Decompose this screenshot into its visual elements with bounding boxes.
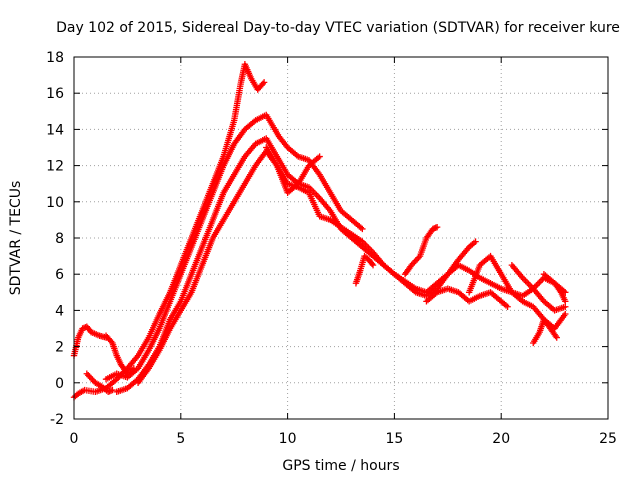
data-layer [70, 61, 569, 401]
y-tick-label: 0 [55, 376, 64, 392]
y-tick-label: 4 [55, 303, 64, 319]
y-tick-label: 6 [55, 267, 64, 283]
data-point [523, 279, 531, 286]
data-point [472, 238, 479, 245]
data-point [130, 365, 138, 372]
y-tick-label: 18 [46, 50, 64, 66]
series-arc-c [113, 135, 479, 396]
chart-title: Day 102 of 2015, Sidereal Day-to-day VTE… [56, 20, 620, 36]
data-point [562, 310, 569, 318]
series-arc-k [423, 285, 511, 310]
series-arc-b [102, 111, 366, 383]
data-point [311, 190, 319, 197]
x-tick-label: 20 [492, 431, 510, 447]
data-point [368, 260, 376, 267]
x-tick-label: 25 [599, 431, 617, 447]
data-point [534, 280, 542, 288]
data-point [369, 261, 377, 269]
y-tick-labels: -2 0 2 4 6 8 10 12 14 16 18 [46, 50, 64, 428]
y-tick-label: 2 [55, 340, 64, 356]
data-point [313, 191, 320, 199]
series-arc-m [530, 316, 560, 347]
series-arc-e [263, 144, 323, 196]
y-tick-label: -2 [50, 412, 64, 428]
data-point [536, 279, 543, 286]
data-point [553, 334, 560, 341]
data-point [433, 223, 441, 231]
data-point [525, 280, 532, 288]
y-tick-label: 14 [46, 122, 64, 138]
x-tick-label: 15 [385, 431, 403, 447]
data-point [526, 282, 534, 289]
series-arc-o [83, 370, 116, 396]
y-tick-label: 12 [46, 159, 64, 175]
x-tick-label: 5 [176, 431, 185, 447]
y-tick-label: 16 [46, 86, 64, 102]
x-axis-label: GPS time / hours [282, 458, 399, 474]
y-axis-label: SDTVAR / TECUs [8, 181, 24, 296]
ticks [73, 56, 609, 420]
series-arc-l [508, 261, 569, 314]
series-arc-g [401, 223, 441, 278]
data-point [562, 303, 569, 310]
data-point [562, 298, 569, 305]
y-tick-label: 10 [46, 195, 64, 211]
series-arc-f [352, 252, 377, 287]
series-arc-h [70, 323, 110, 359]
data-point [359, 225, 366, 233]
series-arc-n [540, 271, 569, 305]
grid [74, 57, 608, 419]
series-arc-a [70, 61, 268, 401]
data-point [260, 79, 268, 86]
data-point [504, 303, 511, 310]
data-point [259, 80, 267, 87]
data-point [522, 277, 529, 285]
data-point [107, 338, 115, 345]
series-arc-i [102, 332, 138, 377]
series-arc-d [134, 147, 569, 386]
data-point [109, 386, 116, 394]
y-tick-label: 8 [55, 231, 64, 247]
x-tick-labels: 0 5 10 15 20 25 [70, 431, 617, 447]
data-point [316, 153, 323, 160]
x-tick-label: 0 [70, 431, 79, 447]
x-tick-label: 10 [279, 431, 297, 447]
